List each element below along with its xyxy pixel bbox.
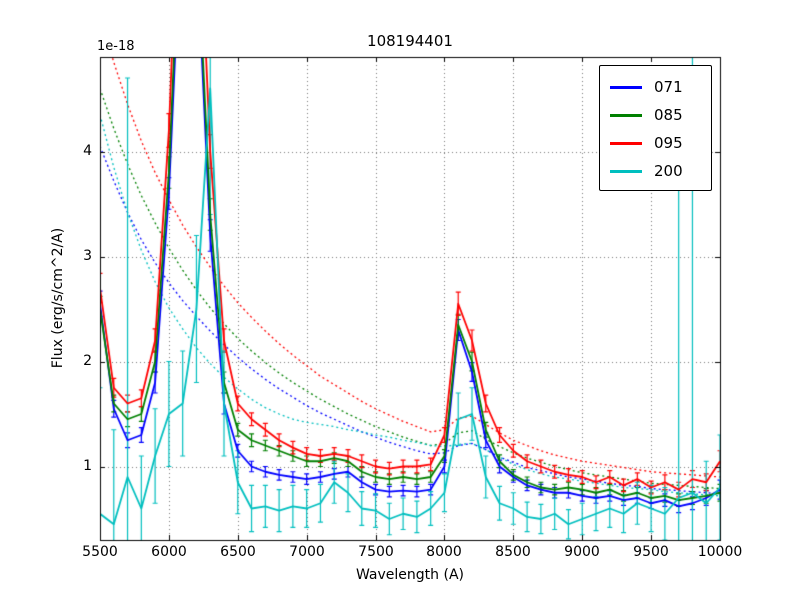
- legend-entry: 071: [600, 73, 711, 101]
- x-tick-label: 9000: [564, 544, 600, 560]
- legend-line-swatch: [610, 113, 642, 117]
- y-tick-label: 4: [83, 143, 92, 159]
- legend-entry: 200: [600, 157, 711, 185]
- legend-line-swatch: [610, 169, 642, 173]
- x-tick-label: 6000: [151, 544, 187, 560]
- y-tick-label: 3: [83, 248, 92, 264]
- legend-line-swatch: [610, 141, 642, 145]
- plot-title: 108194401: [367, 32, 453, 50]
- x-tick-label: 5500: [82, 544, 118, 560]
- legend-entry-label: 085: [654, 106, 683, 124]
- x-axis-label: Wavelength (A): [355, 567, 464, 583]
- x-tick-label: 9500: [633, 544, 669, 560]
- legend: 071 085 095 200: [599, 65, 712, 191]
- x-tick-label: 7500: [358, 544, 394, 560]
- legend-entry: 095: [600, 129, 711, 157]
- y-tick-label: 1: [83, 458, 92, 474]
- x-tick-label: 7000: [289, 544, 325, 560]
- legend-line-swatch: [610, 85, 642, 89]
- legend-entry-label: 200: [654, 162, 683, 180]
- x-tick-label: 8500: [495, 544, 531, 560]
- x-tick-label: 10000: [697, 544, 743, 560]
- y-tick-label: 2: [83, 353, 92, 369]
- legend-entry: 085: [600, 101, 711, 129]
- x-tick-label: 8000: [426, 544, 462, 560]
- legend-entry-label: 095: [654, 134, 683, 152]
- y-axis-offset-label: 1e-18: [97, 39, 135, 54]
- legend-entry-label: 071: [654, 78, 683, 96]
- x-tick-label: 6500: [220, 544, 256, 560]
